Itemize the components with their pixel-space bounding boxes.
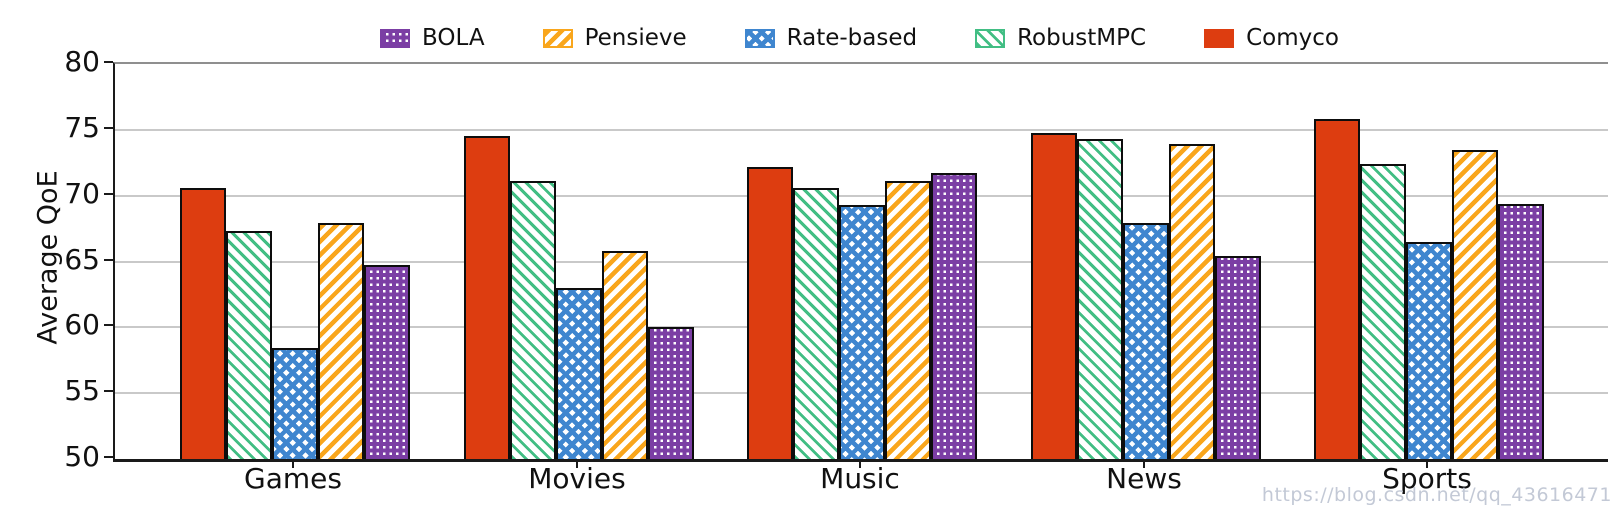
bar-bola-games	[364, 265, 410, 459]
bar-bola-music	[931, 173, 977, 459]
x-tick-mark-movies	[576, 460, 578, 468]
legend-item-rate-based: Rate-based	[744, 24, 918, 51]
bar-group-sports	[1314, 119, 1544, 459]
y-tick-mark-50	[104, 456, 113, 458]
y-tick-mark-65	[104, 258, 113, 261]
x-tick-label-games: Games	[244, 462, 342, 495]
y-tick-mark-55	[104, 390, 113, 393]
x-tick-label-movies: Movies	[528, 462, 626, 495]
legend-label-bola: BOLA	[422, 24, 485, 51]
y-tick-label-55: 55	[64, 374, 100, 408]
bar-pensieve-sports	[1452, 149, 1498, 459]
legend-item-comyco: Comyco	[1204, 24, 1339, 51]
x-tick-mark-games	[292, 460, 294, 468]
y-tick-mark-70	[104, 192, 113, 195]
y-tick-label-60: 60	[64, 308, 100, 342]
bar-comyco-music	[747, 166, 793, 459]
legend-swatch-robustmpc	[975, 28, 1006, 48]
bar-pensieve-music	[885, 181, 931, 459]
legend-label-robustmpc: RobustMPC	[1017, 24, 1147, 51]
gridline-70	[115, 194, 1608, 197]
gridline-75	[115, 128, 1608, 131]
bar-robustmpc-movies	[510, 181, 556, 459]
bar-bola-news	[1215, 256, 1261, 459]
legend-swatch-rate-based	[744, 28, 775, 48]
legend: BOLA Pensieve Rate-based RobustMPC Comyco	[113, 22, 1606, 54]
legend-label-pensieve: Pensieve	[584, 24, 687, 51]
bar-group-movies	[464, 136, 694, 459]
watermark: https://blog.csdn.net/qq_43616471	[1261, 484, 1612, 506]
bar-bola-sports	[1498, 203, 1544, 459]
legend-item-robustmpc: RobustMPC	[975, 24, 1147, 51]
bar-rate-based-movies	[556, 287, 602, 459]
y-tick-label-65: 65	[64, 242, 100, 276]
y-tick-mark-60	[104, 324, 113, 327]
legend-item-bola: BOLA	[380, 24, 485, 51]
legend-label-comyco: Comyco	[1246, 24, 1339, 51]
y-tick-label-70: 70	[64, 176, 100, 210]
bar-robustmpc-games	[226, 231, 272, 459]
bar-comyco-sports	[1314, 119, 1360, 459]
plot-area	[113, 62, 1608, 462]
bar-rate-based-music	[839, 204, 885, 459]
y-tick-label-80: 80	[64, 45, 100, 78]
legend-swatch-comyco	[1204, 28, 1235, 48]
legend-swatch-pensieve	[542, 28, 573, 48]
bar-pensieve-news	[1169, 144, 1215, 459]
x-tick-mark-music	[859, 460, 861, 468]
y-tick-label-50: 50	[64, 440, 100, 473]
x-tick-label-news: News	[1106, 462, 1182, 495]
bar-pensieve-movies	[602, 251, 648, 459]
bar-rate-based-news	[1123, 223, 1169, 459]
x-tick-label-music: Music	[820, 462, 900, 495]
bar-rate-based-games	[272, 348, 318, 459]
bar-group-news	[1031, 132, 1261, 459]
x-tick-label-sports: Sports	[1382, 462, 1472, 495]
bar-robustmpc-sports	[1360, 164, 1406, 459]
bar-bola-movies	[648, 327, 694, 459]
y-tick-mark-75	[104, 126, 113, 129]
y-tick-label-75: 75	[64, 110, 100, 144]
bar-comyco-games	[180, 187, 226, 459]
legend-label-rate-based: Rate-based	[786, 24, 918, 51]
bar-pensieve-games	[318, 223, 364, 459]
legend-item-pensieve: Pensieve	[542, 24, 687, 51]
bar-group-games	[180, 187, 410, 459]
legend-swatch-bola	[380, 28, 411, 48]
bar-comyco-movies	[464, 136, 510, 459]
y-tick-mark-80	[104, 61, 113, 63]
bar-rate-based-sports	[1406, 241, 1452, 459]
x-tick-mark-sports	[1426, 460, 1428, 468]
bar-robustmpc-music	[793, 187, 839, 459]
x-tick-mark-news	[1143, 460, 1145, 468]
bar-robustmpc-news	[1077, 139, 1123, 459]
bar-comyco-news	[1031, 132, 1077, 459]
bar-group-music	[747, 166, 977, 459]
